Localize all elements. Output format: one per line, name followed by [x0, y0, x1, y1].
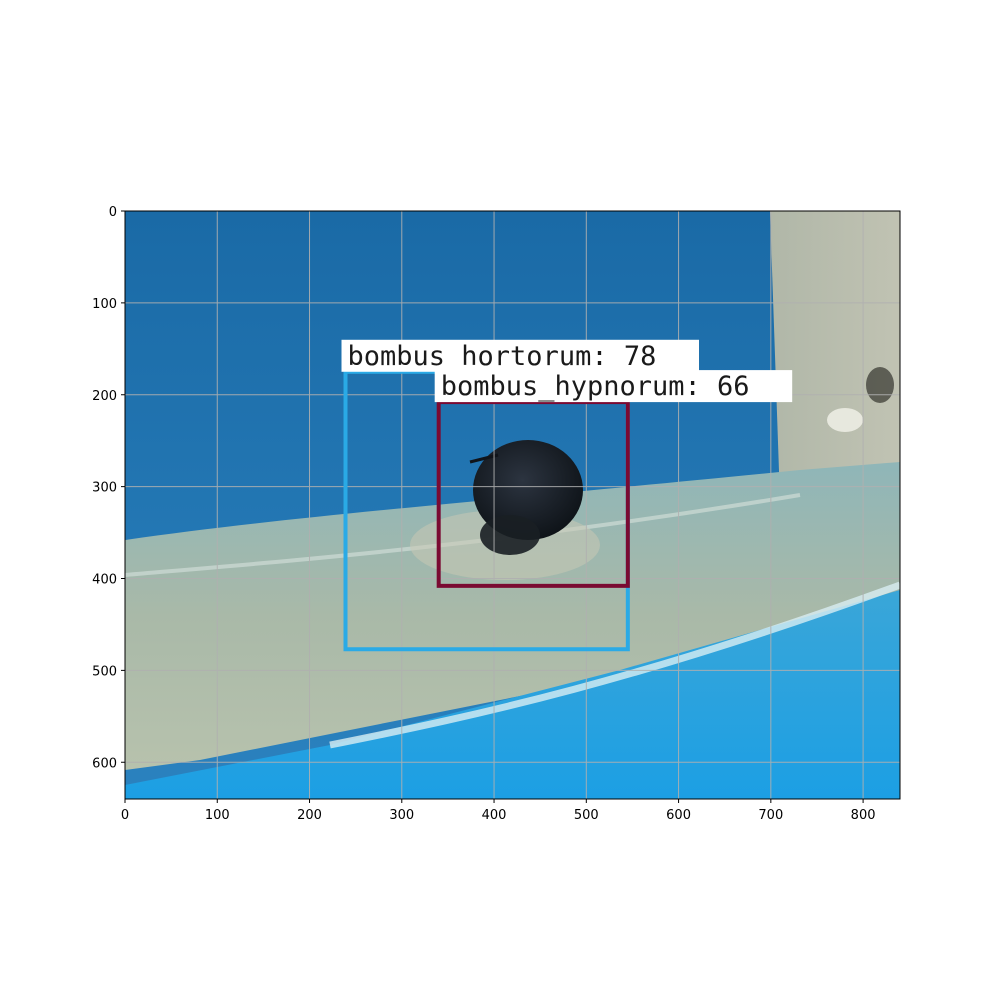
x-tick-label: 200	[297, 808, 322, 823]
plot-frame	[124, 210, 901, 800]
grid-lines	[124, 210, 900, 799]
y-tick-label: 0	[109, 205, 117, 220]
label-background	[341, 339, 700, 372]
x-tick-label: 700	[758, 808, 783, 823]
y-tick-label: 100	[92, 297, 117, 312]
y-tick-label: 200	[92, 389, 117, 404]
y-tick-label: 500	[92, 664, 117, 679]
x-tick-label: 100	[205, 808, 230, 823]
detection-label: bombus_hortorum: 78	[348, 341, 657, 372]
x-tick-label: 800	[851, 808, 876, 823]
detection-1: bombus_hypnorum: 66	[434, 370, 793, 588]
detection-label: bombus_hypnorum: 66	[441, 371, 750, 402]
x-tick-label: 600	[666, 808, 691, 823]
x-tick-label: 0	[121, 808, 129, 823]
y-axis: 0 100 200 300 400 500 600	[92, 205, 125, 771]
y-tick-label: 300	[92, 481, 117, 496]
x-axis: 0 100 200 300 400 500 600 700 800	[121, 799, 876, 823]
x-tick-label: 400	[482, 808, 507, 823]
photo	[125, 211, 900, 799]
y-tick-label: 600	[92, 756, 117, 771]
x-tick-label: 500	[574, 808, 599, 823]
x-tick-label: 300	[389, 808, 414, 823]
label-background	[434, 370, 793, 403]
y-tick-label: 400	[92, 573, 117, 588]
